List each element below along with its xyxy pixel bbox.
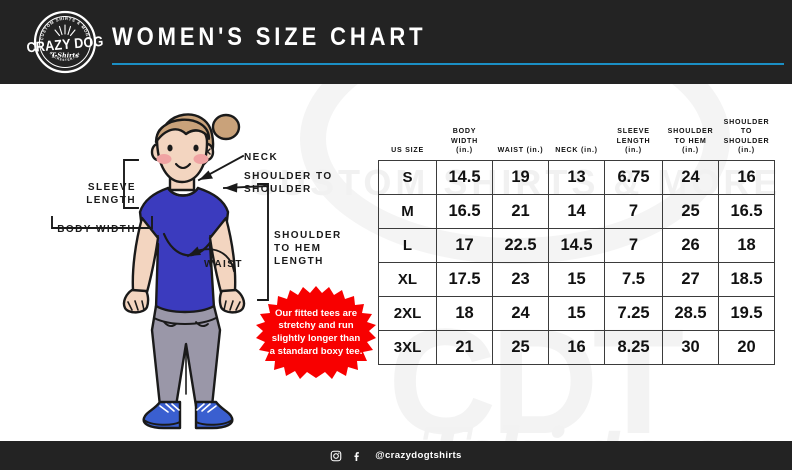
cell-sleeve-length: 8.25 — [604, 329, 663, 365]
table-row: M 16.5 21 14 7 25 16.5 — [378, 193, 775, 229]
size-table-container: US SIZE BODY WIDTH (in.) WAIST (in.) NEC… — [378, 116, 775, 365]
cell-size: L — [378, 227, 437, 263]
column-header-waist: WAIST (in.) — [497, 146, 544, 155]
crazy-dog-logo-icon: CUSTOM SHIRTS & MORE ROCHESTER, NY CRAZY… — [26, 10, 104, 74]
cell-neck: 15 — [548, 295, 605, 331]
page-title: WOMEN'S SIZE CHART — [112, 23, 427, 51]
cell-shoulder-to-hem: 27 — [662, 261, 719, 297]
label-body-width: BODY WIDTH — [57, 224, 136, 235]
page-footer: @crazydogtshirts — [0, 441, 792, 470]
cell-neck: 14 — [548, 193, 605, 229]
column-header-sleeve-length: SLEEVE LENGTH (in.) — [616, 127, 651, 155]
facebook-icon[interactable] — [351, 450, 363, 462]
starburst-shape — [256, 286, 376, 379]
table-row: XL 17.5 23 15 7.5 27 18.5 — [378, 261, 775, 297]
table-row: 3XL 21 25 16 8.25 30 20 — [378, 329, 775, 365]
label-waist: WAIST — [204, 259, 243, 270]
header-accent-rule — [112, 63, 784, 65]
label-shoulder-to-hem: SHOULDER TO HEM LENGTH — [274, 230, 342, 267]
column-header-us-size: US SIZE — [391, 146, 424, 155]
fit-note-text: Our fitted tees are stretchy and run sli… — [269, 307, 363, 357]
social-handle[interactable]: @crazydogtshirts — [375, 450, 462, 461]
column-header-neck: NECK (in.) — [555, 146, 598, 155]
cell-size: XL — [378, 261, 437, 297]
size-table: US SIZE BODY WIDTH (in.) WAIST (in.) NEC… — [378, 116, 775, 365]
cell-waist: 23 — [492, 261, 549, 297]
cell-shoulder-to-shoulder: 20 — [718, 329, 775, 365]
cell-body-width: 16.5 — [436, 193, 493, 229]
cell-shoulder-to-shoulder: 16.5 — [718, 193, 775, 229]
cell-shoulder-to-hem: 26 — [662, 227, 719, 263]
cell-waist: 19 — [492, 159, 549, 195]
cell-shoulder-to-hem: 30 — [662, 329, 719, 365]
cell-body-width: 14.5 — [436, 159, 493, 195]
cell-sleeve-length: 6.75 — [604, 159, 663, 195]
page-header: CUSTOM SHIRTS & MORE ROCHESTER, NY CRAZY… — [0, 0, 792, 84]
cell-body-width: 17 — [436, 227, 493, 263]
woman-figure-illustration — [122, 113, 246, 430]
cell-waist: 22.5 — [492, 227, 549, 263]
cell-shoulder-to-hem: 24 — [662, 159, 719, 195]
cell-shoulder-to-hem: 25 — [662, 193, 719, 229]
page-title-block: WOMEN'S SIZE CHART — [112, 20, 772, 54]
cell-sleeve-length: 7.25 — [604, 295, 663, 331]
cell-sleeve-length: 7 — [604, 227, 663, 263]
cell-size: M — [378, 193, 437, 229]
cell-sleeve-length: 7.5 — [604, 261, 663, 297]
column-header-shoulder-to-shoulder: SHOULDER TO SHOULDER (in.) — [723, 117, 770, 155]
table-header-row: US SIZE BODY WIDTH (in.) WAIST (in.) NEC… — [379, 116, 775, 160]
label-neck: NECK — [244, 152, 279, 163]
brand-logo[interactable]: CUSTOM SHIRTS & MORE ROCHESTER, NY CRAZY… — [22, 9, 108, 75]
table-row: 2XL 18 24 15 7.25 28.5 19.5 — [378, 295, 775, 331]
svg-text:CRAZY DOG: CRAZY DOG — [26, 33, 104, 55]
column-header-shoulder-to-hem: SHOULDER TO HEM (in.) — [667, 127, 714, 155]
cell-size: S — [378, 159, 437, 195]
cell-shoulder-to-hem: 28.5 — [662, 295, 719, 331]
label-shoulder-to-shoulder: SHOULDER TO SHOULDER — [244, 171, 333, 195]
label-sleeve-length: SLEEVE LENGTH — [86, 182, 136, 206]
watermark-script-text: Tshirts.com — [420, 414, 792, 441]
cell-body-width: 18 — [436, 295, 493, 331]
cell-neck: 13 — [548, 159, 605, 195]
table-row: L 17 22.5 14.5 7 26 18 — [378, 227, 775, 263]
cell-sleeve-length: 7 — [604, 193, 663, 229]
cell-body-width: 21 — [436, 329, 493, 365]
svg-text:T-Shirts: T-Shirts — [51, 52, 79, 60]
fit-note-callout: Our fitted tees are stretchy and run sli… — [256, 286, 376, 385]
cell-body-width: 17.5 — [436, 261, 493, 297]
cell-neck: 15 — [548, 261, 605, 297]
cell-waist: 21 — [492, 193, 549, 229]
cell-shoulder-to-shoulder: 16 — [718, 159, 775, 195]
instagram-icon[interactable] — [330, 450, 342, 462]
table-row: S 14.5 19 13 6.75 24 16 — [378, 159, 775, 195]
cell-shoulder-to-shoulder: 18 — [718, 227, 775, 263]
cell-size: 3XL — [378, 329, 437, 365]
cell-waist: 24 — [492, 295, 549, 331]
cell-waist: 25 — [492, 329, 549, 365]
cell-shoulder-to-shoulder: 18.5 — [718, 261, 775, 297]
cell-shoulder-to-shoulder: 19.5 — [718, 295, 775, 331]
column-header-body-width: BODY WIDTH (in.) — [451, 127, 478, 155]
cell-neck: 16 — [548, 329, 605, 365]
cell-neck: 14.5 — [548, 227, 605, 263]
cell-size: 2XL — [378, 295, 437, 331]
